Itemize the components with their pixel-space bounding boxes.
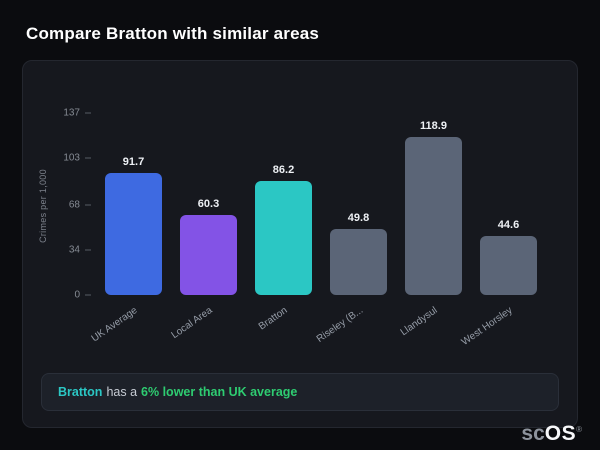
- y-tick-mark: [85, 157, 91, 159]
- y-tick-label: 0: [74, 289, 80, 301]
- y-tick: 34: [69, 244, 91, 255]
- bar-value-label: 91.7: [122, 156, 145, 169]
- bar-group: 44.6 West Horsley: [460, 218, 537, 348]
- registered-mark-icon: ®: [576, 425, 582, 434]
- bar-value-label: 118.9: [420, 120, 447, 133]
- y-tick-mark: [85, 249, 91, 251]
- chart-card: Crimes per 1,000 91.7 UK Average 60.3 Local…: [22, 60, 578, 428]
- bar-uk-average[interactable]: [105, 173, 162, 295]
- bar-group: 60.3 Local Area: [170, 197, 237, 341]
- bar-group: 118.9 Llandysul: [399, 120, 462, 338]
- bars-container: 91.7 UK Average 60.3 Local Area 86.2 Bratton 4…: [90, 120, 537, 348]
- x-axis-label: Riseley (B...: [314, 305, 365, 345]
- bar-llandysul[interactable]: [405, 137, 462, 295]
- y-tick: 137: [63, 108, 91, 119]
- page-title: Compare Bratton with similar areas: [26, 24, 320, 43]
- bar-riseley-b-[interactable]: [330, 228, 387, 295]
- y-tick-label: 137: [63, 107, 80, 119]
- y-tick-label: 34: [68, 244, 80, 256]
- scos-logo: scOS®: [521, 423, 582, 444]
- scos-logo-right: OS: [544, 422, 577, 445]
- comparison-note: Bratton has a 6% lower than UK average: [41, 373, 559, 411]
- scos-logo-left: sc: [521, 422, 545, 445]
- x-axis-label: Llandysul: [398, 305, 440, 339]
- plot-area: 91.7 UK Average 60.3 Local Area 86.2 Bratton 4…: [63, 108, 543, 348]
- bar-group: 49.8 Riseley (B...: [314, 211, 387, 345]
- x-axis-label: Local Area: [169, 305, 215, 342]
- bar-west-horsley[interactable]: [480, 235, 537, 295]
- y-tick-mark: [85, 204, 91, 206]
- x-axis-label: Bratton: [257, 305, 290, 333]
- x-axis-label: UK Average: [89, 305, 140, 345]
- y-tick-label: 68: [68, 199, 80, 211]
- y-tick: 68: [69, 199, 91, 210]
- y-tick-mark: [85, 112, 91, 114]
- bar-group: 91.7 UK Average: [90, 156, 162, 345]
- note-highlight-text: 6% lower than UK average: [141, 385, 298, 399]
- y-tick: 103: [63, 153, 91, 164]
- x-axis-label: West Horsley: [459, 305, 515, 349]
- note-area-name: Bratton: [58, 385, 103, 399]
- y-tick-mark: [85, 294, 91, 296]
- bar-bratton[interactable]: [255, 180, 312, 295]
- bar-value-label: 86.2: [272, 163, 295, 176]
- bar-group: 86.2 Bratton: [255, 163, 312, 333]
- note-middle-text: has a: [106, 385, 138, 399]
- y-tick: 0: [74, 290, 91, 301]
- bar-local-area[interactable]: [180, 214, 237, 295]
- bar-value-label: 60.3: [197, 197, 220, 210]
- y-tick-label: 103: [63, 152, 80, 164]
- bar-value-label: 49.8: [347, 211, 370, 224]
- bar-value-label: 44.6: [497, 218, 520, 231]
- y-axis-title: Crimes per 1,000: [38, 169, 48, 243]
